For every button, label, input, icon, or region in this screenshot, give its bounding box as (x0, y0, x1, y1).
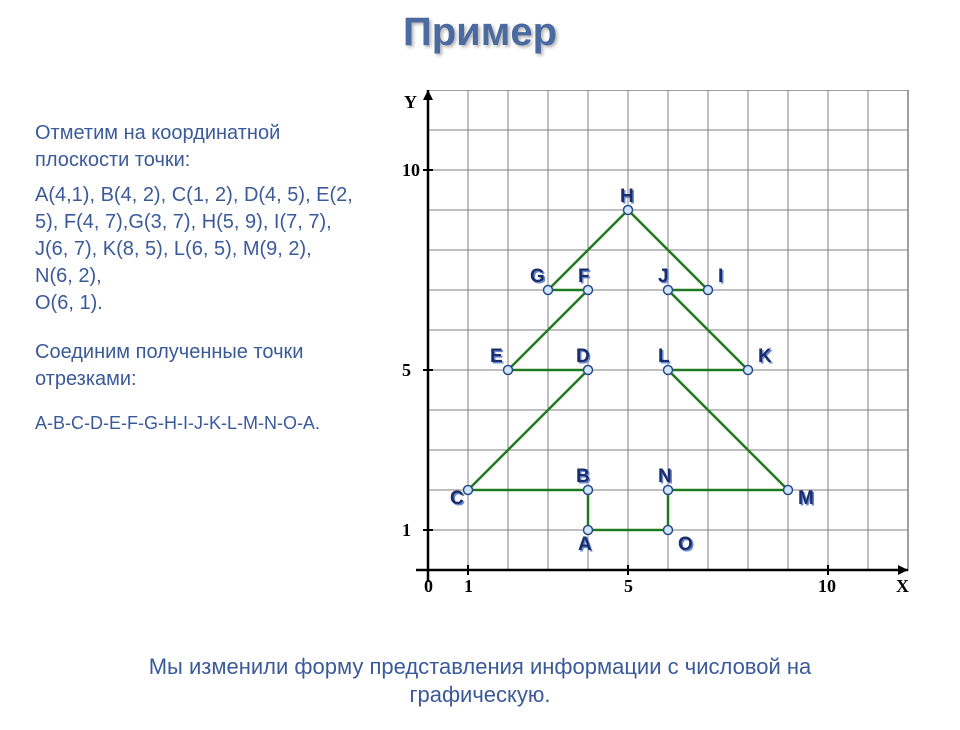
svg-text:10: 10 (818, 576, 836, 596)
svg-text:O: O (678, 534, 693, 555)
svg-text:X: X (896, 576, 909, 596)
svg-text:10: 10 (402, 160, 420, 180)
svg-text:Y: Y (404, 92, 417, 112)
svg-text:5: 5 (402, 360, 411, 380)
svg-text:I: I (718, 266, 723, 287)
svg-text:A: A (578, 534, 592, 555)
svg-text:1: 1 (402, 520, 411, 540)
svg-text:1: 1 (464, 576, 473, 596)
svg-text:F: F (578, 266, 590, 287)
coordinate-chart: 015101510XYAABBCCDDEEFFGGHHIIJJKKLLMMNNO… (388, 90, 928, 630)
svg-text:5: 5 (624, 576, 633, 596)
svg-text:D: D (576, 346, 590, 367)
bottom-text: Мы изменили форму представления информац… (90, 653, 870, 710)
points-list: A(4,1), B(4, 2), C(1, 2), D(4, 5), E(2, … (35, 182, 355, 290)
svg-text:B: B (576, 466, 590, 487)
svg-text:L: L (658, 346, 670, 367)
connect-intro: Соединим полученные точки отрезками: (35, 339, 355, 393)
left-text-block: Отметим на координатной плоскости точки:… (35, 120, 355, 435)
svg-text:N: N (658, 466, 672, 487)
intro-text: Отметим на координатной плоскости точки: (35, 120, 355, 174)
svg-text:E: E (490, 346, 503, 367)
svg-text:M: M (798, 488, 814, 509)
svg-text:G: G (530, 266, 545, 287)
last-point: O(6, 1). (35, 290, 355, 317)
page-title: Пример (0, 10, 960, 55)
svg-text:H: H (620, 186, 634, 207)
svg-text:J: J (658, 266, 669, 287)
svg-text:C: C (450, 488, 464, 509)
svg-text:0: 0 (424, 576, 433, 596)
connect-sequence: A-B-C-D-E-F-G-H-I-J-K-L-M-N-O-A. (35, 411, 355, 435)
svg-text:K: K (758, 346, 772, 367)
